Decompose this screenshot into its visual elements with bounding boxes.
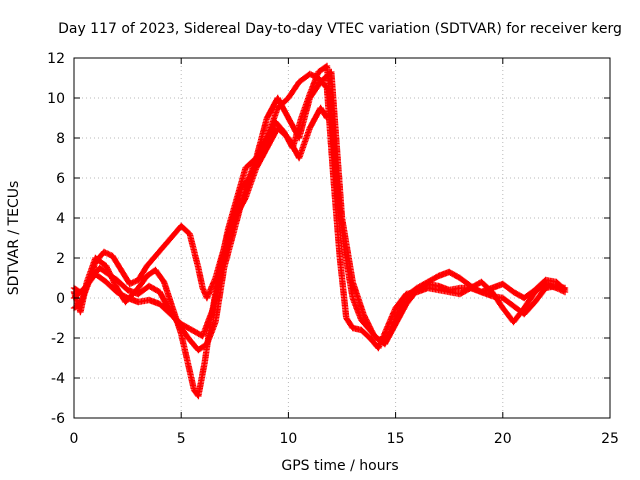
y-tick-label: -2 [51,331,65,347]
data-series-trace-1 [70,70,569,400]
y-tick-label: -4 [51,371,65,387]
y-tick-label: 10 [47,91,65,107]
y-tick-label: 6 [56,171,65,187]
y-tick-label: 0 [56,291,65,307]
chart-title: Day 117 of 2023, Sidereal Day-to-day VTE… [58,21,622,37]
tick-labels: 0 5 10 15 20 25 -6 -4 -2 0 2 4 6 8 10 12 [47,51,619,447]
x-tick-label: 0 [70,431,79,447]
x-tick-label: 5 [177,431,186,447]
y-tick-label: 2 [56,251,65,267]
y-tick-label: 4 [56,211,65,227]
series-plus-markers [70,70,569,400]
y-tick-label: 8 [56,131,65,147]
x-tick-label: 10 [279,431,297,447]
x-tick-label: 25 [601,431,619,447]
plot-area-border [73,57,611,419]
y-tick-label: -6 [51,411,65,427]
axis-ticks [73,57,611,419]
y-tick-label: 12 [47,51,65,67]
y-axis-label: SDTVAR / TECUs [6,181,22,296]
x-tick-label: 20 [494,431,512,447]
x-tick-label: 15 [387,431,405,447]
x-axis-label: GPS time / hours [281,458,398,474]
data-series [70,62,569,400]
